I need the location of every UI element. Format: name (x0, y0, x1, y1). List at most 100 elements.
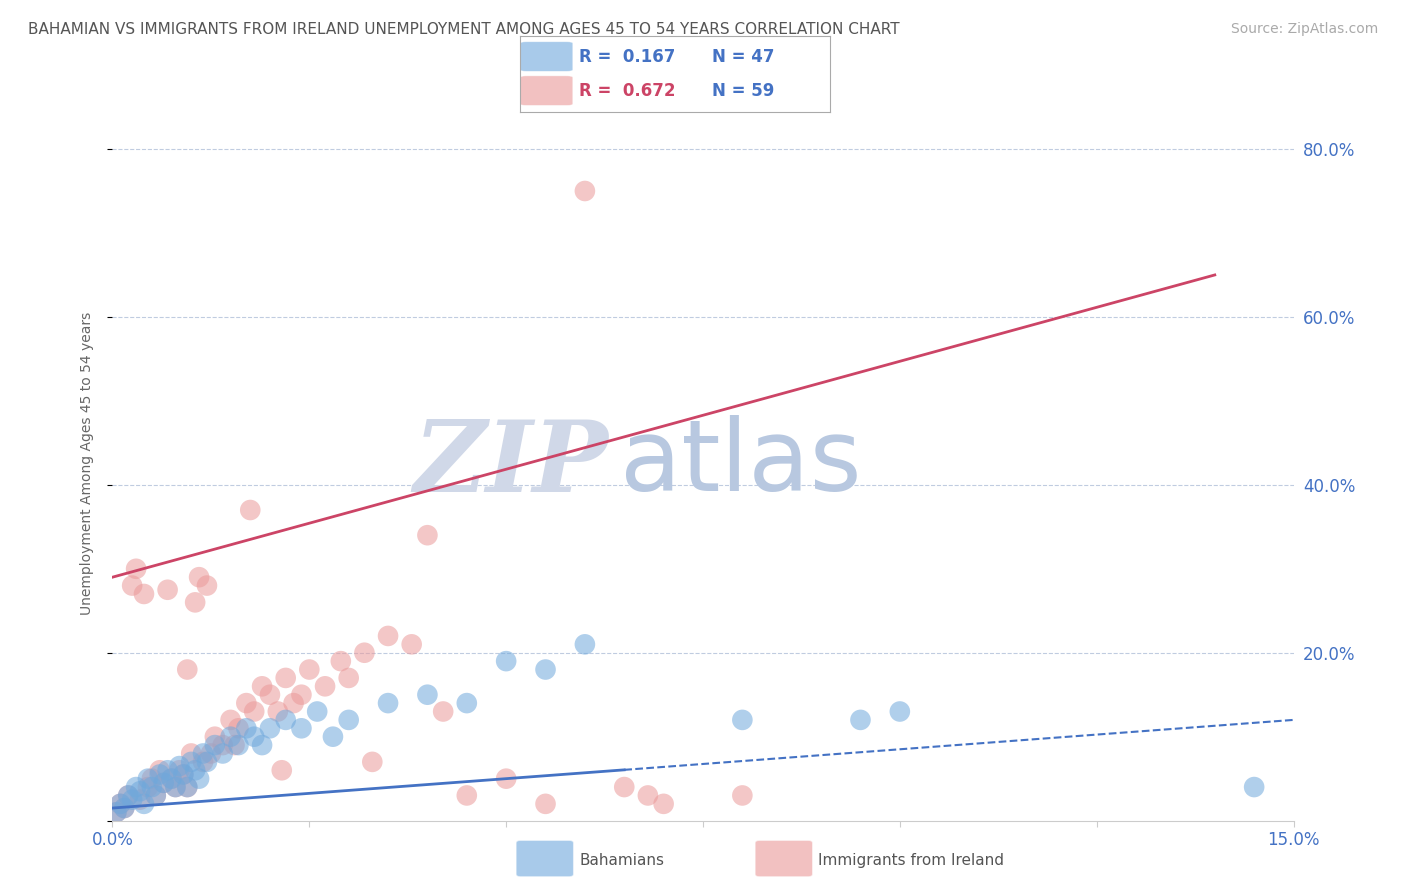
Point (228, 738, 250, 752)
Point (176, 780, 198, 794)
Point (195, 578, 218, 592)
Point (172, 767, 194, 781)
FancyBboxPatch shape (520, 42, 572, 71)
Text: N = 59: N = 59 (711, 82, 775, 100)
Point (243, 730, 266, 744)
Point (1243, 780, 1265, 794)
Point (129, 792, 152, 806)
Point (250, 679, 273, 693)
Point (169, 764, 191, 778)
Point (235, 721, 257, 735)
Point (456, 696, 478, 710)
Point (314, 679, 336, 693)
Point (224, 738, 246, 752)
Point (250, 738, 273, 752)
Point (204, 730, 226, 744)
Point (637, 789, 659, 803)
Point (112, 801, 135, 815)
Point (180, 755, 202, 769)
Point (353, 646, 375, 660)
Point (267, 705, 290, 719)
Point (129, 784, 152, 798)
Point (141, 780, 163, 794)
Point (377, 696, 399, 710)
Point (156, 582, 179, 597)
Point (165, 780, 187, 794)
Point (136, 772, 159, 786)
Text: Bahamians: Bahamians (579, 854, 664, 868)
Point (337, 713, 360, 727)
Point (184, 595, 207, 609)
Point (456, 789, 478, 803)
Point (298, 663, 321, 677)
Point (361, 755, 384, 769)
Point (259, 688, 281, 702)
Point (191, 747, 214, 761)
Point (849, 713, 872, 727)
Point (416, 688, 439, 702)
Point (337, 671, 360, 685)
Point (160, 772, 183, 786)
Point (219, 730, 242, 744)
Point (219, 713, 242, 727)
Point (290, 721, 312, 735)
Point (243, 705, 266, 719)
Point (169, 759, 191, 773)
Point (495, 654, 517, 668)
Point (152, 776, 174, 790)
Point (270, 764, 292, 778)
Point (141, 772, 163, 786)
Point (416, 528, 439, 542)
Point (132, 587, 155, 601)
Point (176, 663, 198, 677)
Point (160, 772, 183, 786)
Point (329, 654, 352, 668)
Point (184, 764, 207, 778)
Point (307, 705, 329, 719)
Point (239, 503, 262, 517)
Text: ZIP: ZIP (413, 416, 609, 512)
Point (574, 184, 596, 198)
Text: atlas: atlas (620, 416, 862, 512)
Point (110, 797, 132, 811)
Point (172, 767, 194, 781)
Point (731, 713, 754, 727)
Text: Immigrants from Ireland: Immigrants from Ireland (818, 854, 1004, 868)
Point (613, 780, 636, 794)
Text: R =  0.672: R = 0.672 (579, 82, 675, 100)
Point (117, 789, 139, 803)
Point (204, 738, 226, 752)
Point (149, 767, 172, 781)
Point (228, 721, 250, 735)
Point (112, 801, 135, 815)
Text: N = 47: N = 47 (711, 48, 775, 66)
Point (117, 789, 139, 803)
Point (145, 789, 167, 803)
Point (121, 578, 143, 592)
Point (377, 629, 399, 643)
Point (283, 696, 305, 710)
Point (156, 764, 179, 778)
Point (149, 764, 172, 778)
Point (274, 671, 297, 685)
Point (534, 797, 557, 811)
Text: Source: ZipAtlas.com: Source: ZipAtlas.com (1230, 22, 1378, 37)
Y-axis label: Unemployment Among Ages 45 to 54 years: Unemployment Among Ages 45 to 54 years (80, 312, 94, 615)
Point (125, 780, 148, 794)
Point (432, 705, 454, 719)
Point (211, 738, 233, 752)
Point (152, 776, 174, 790)
Point (105, 805, 128, 820)
Point (211, 747, 233, 761)
Point (259, 721, 281, 735)
Point (889, 705, 911, 719)
Point (495, 772, 517, 786)
Point (401, 637, 423, 651)
Point (322, 730, 344, 744)
Point (180, 747, 202, 761)
Point (534, 663, 557, 677)
Point (652, 797, 675, 811)
FancyBboxPatch shape (520, 76, 572, 105)
Point (105, 805, 128, 820)
Point (136, 780, 159, 794)
